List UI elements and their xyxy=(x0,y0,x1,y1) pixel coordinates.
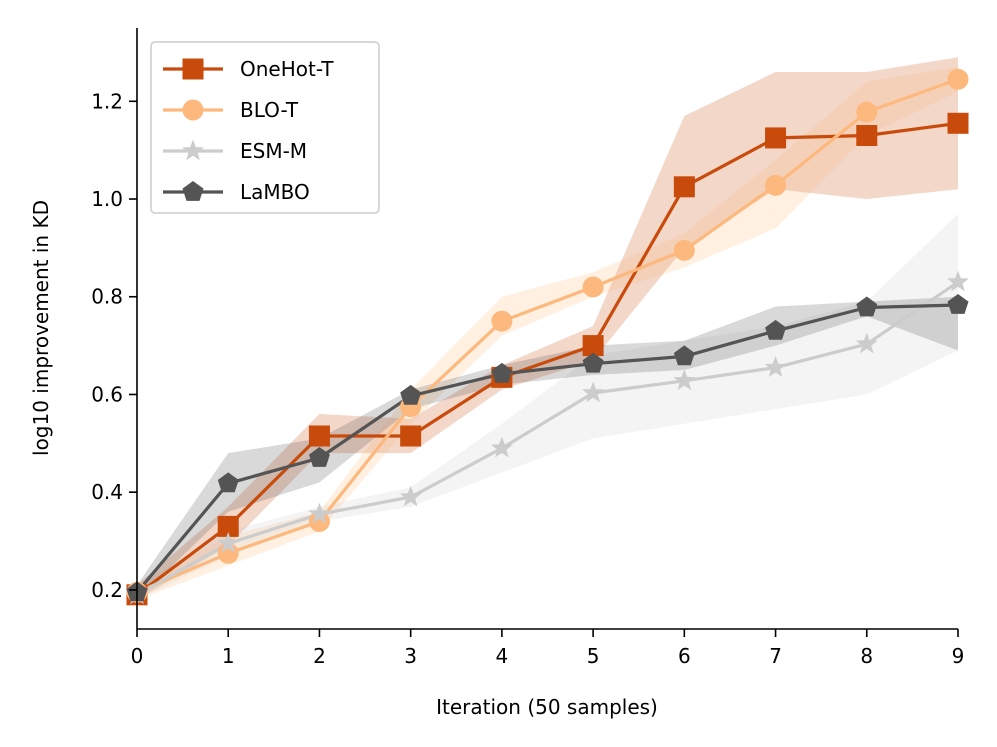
point-esm-m xyxy=(947,270,969,292)
legend-label-onehot-t: OneHot-T xyxy=(240,57,334,81)
point-esm-m xyxy=(308,502,331,524)
point-lambo xyxy=(582,352,604,373)
y-tick-label: 0.4 xyxy=(91,480,123,504)
x-tick-label: 7 xyxy=(769,644,782,668)
point-blo-t xyxy=(582,276,604,298)
x-tick-label: 9 xyxy=(952,644,965,668)
point-blo-t xyxy=(947,68,969,90)
legend-label-esm-m: ESM-M xyxy=(240,139,307,163)
point-onehot-t xyxy=(308,425,330,447)
legend-label-lambo: LaMBO xyxy=(240,180,310,204)
legend: OneHot-T BLO-T ESM-M LaMBO xyxy=(150,41,380,214)
line-onehot-t xyxy=(136,121,959,597)
point-esm-m xyxy=(582,381,604,403)
point-onehot-t xyxy=(856,124,878,146)
x-tick-label: 0 xyxy=(131,644,144,668)
point-lambo xyxy=(309,447,330,467)
x-axis-title: Iteration (50 samples) xyxy=(436,695,658,719)
point-onehot-t xyxy=(400,425,422,447)
band-onehot-t xyxy=(137,57,958,600)
legend-frame xyxy=(150,41,380,214)
point-blo-t xyxy=(765,174,787,196)
x-tick-label: 6 xyxy=(678,644,691,668)
x-axis-ticks: 0 1 2 3 4 5 6 7 8 9 xyxy=(131,629,965,668)
x-tick-label: 1 xyxy=(222,644,235,668)
point-blo-t xyxy=(856,101,878,123)
x-tick-label: 4 xyxy=(496,644,509,668)
point-onehot-t xyxy=(765,127,787,149)
x-tick-label: 2 xyxy=(313,644,326,668)
point-lambo xyxy=(765,319,786,340)
band-lambo xyxy=(137,296,958,600)
x-tick-label: 5 xyxy=(587,644,600,668)
point-esm-m xyxy=(673,369,696,391)
point-esm-m xyxy=(399,485,422,507)
point-onehot-t xyxy=(947,112,969,134)
y-tick-label: 1.2 xyxy=(91,89,123,113)
y-axis-title: log10 improvement in KD xyxy=(29,200,53,456)
point-onehot-t xyxy=(217,515,239,537)
point-lambo xyxy=(673,345,695,366)
line-blo-t xyxy=(136,77,959,594)
x-tick-label: 8 xyxy=(860,644,873,668)
point-onehot-t xyxy=(582,335,604,357)
point-lambo xyxy=(217,472,239,493)
point-lambo xyxy=(856,296,878,317)
point-blo-t xyxy=(673,239,695,261)
point-esm-m xyxy=(855,332,878,354)
y-tick-label: 0.6 xyxy=(91,382,123,406)
band-esm-m xyxy=(137,213,958,600)
point-lambo xyxy=(400,384,422,405)
series-lines xyxy=(135,77,959,597)
point-blo-t xyxy=(491,310,513,332)
point-esm-m xyxy=(764,356,787,377)
y-tick-label: 0.2 xyxy=(91,578,123,602)
y-axis-ticks: 0.2 0.4 0.6 0.8 1.0 1.2 xyxy=(91,89,137,602)
legend-marker-blo-t xyxy=(182,99,204,121)
point-esm-m xyxy=(217,532,240,553)
point-lambo xyxy=(947,294,969,314)
y-tick-label: 1.0 xyxy=(91,187,123,211)
line-esm-m xyxy=(136,280,959,597)
x-tick-label: 3 xyxy=(404,644,417,668)
y-tick-label: 0.8 xyxy=(91,285,123,309)
line-lambo xyxy=(135,303,959,594)
point-lambo xyxy=(491,362,513,383)
legend-marker-onehot-t xyxy=(182,58,204,80)
point-onehot-t xyxy=(673,176,695,198)
legend-marker-lambo xyxy=(182,181,204,201)
legend-label-blo-t: BLO-T xyxy=(240,98,299,122)
point-esm-m xyxy=(491,436,513,458)
point-blo-t xyxy=(308,511,330,533)
legend-marker-esm-m xyxy=(182,139,204,161)
